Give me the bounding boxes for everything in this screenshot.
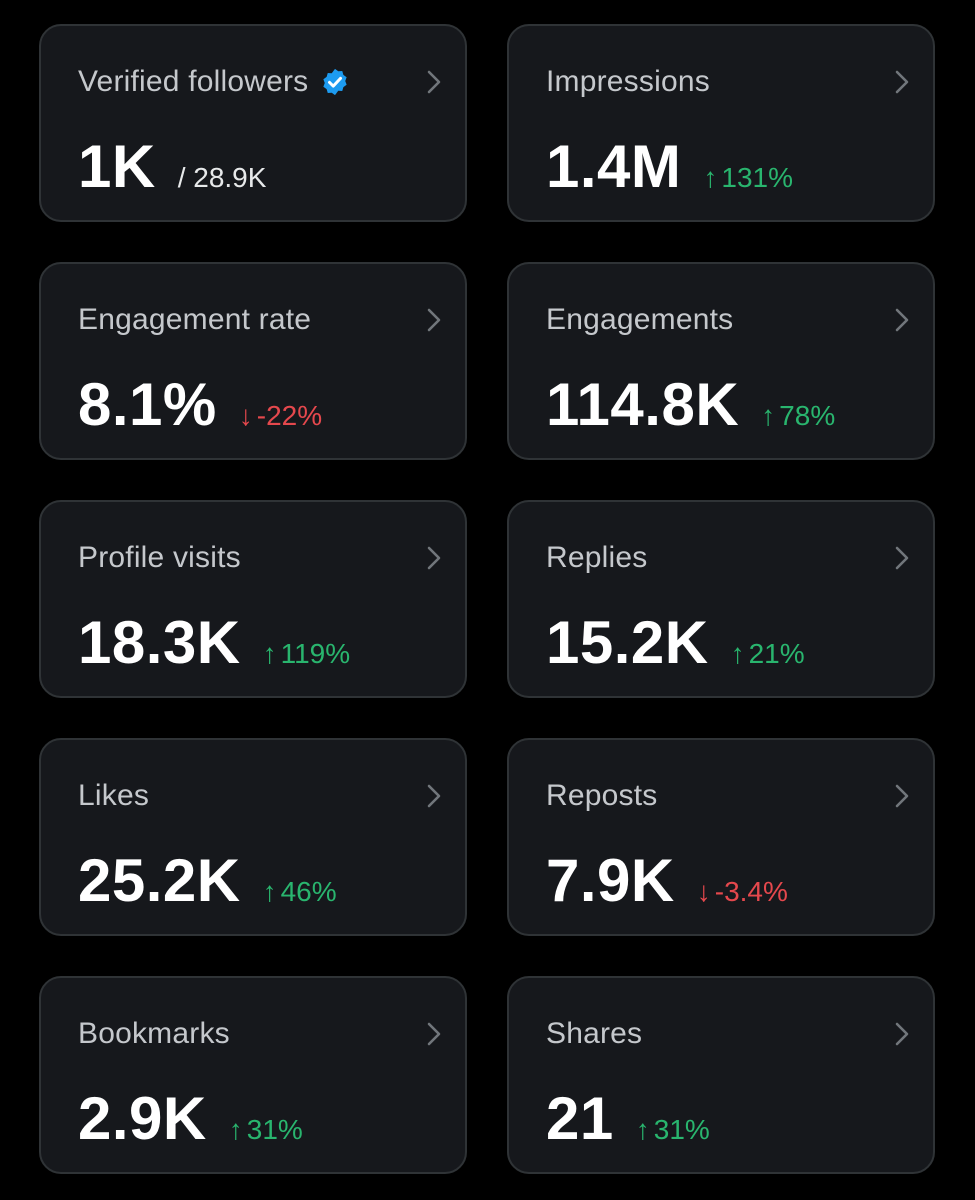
chevron-right-icon[interactable] — [891, 1020, 913, 1048]
card-title: Profile visits — [78, 541, 241, 574]
arrow-up-icon: ↑ — [262, 876, 277, 907]
delta-value: 31% — [653, 1114, 710, 1145]
delta-badge: ↓ -3.4% — [697, 876, 788, 908]
value-row: 7.9K ↓ -3.4% — [546, 848, 788, 914]
delta-badge: ↑ 31% — [229, 1114, 303, 1146]
card-bookmarks[interactable]: Bookmarks 2.9K ↑ 31% — [39, 976, 467, 1174]
metric-value: 1K — [78, 133, 156, 200]
metric-value: 25.2K — [78, 847, 241, 914]
delta-badge: ↑ 131% — [703, 162, 793, 194]
card-title: Engagements — [546, 303, 734, 336]
chevron-right-icon[interactable] — [423, 68, 445, 96]
metric-value: 7.9K — [546, 847, 675, 914]
chevron-right-icon[interactable] — [423, 782, 445, 810]
delta-badge: ↑ 119% — [263, 638, 351, 670]
card-title: Bookmarks — [78, 1017, 230, 1050]
delta-badge: ↑ 21% — [731, 638, 805, 670]
delta-value: 21% — [748, 638, 805, 669]
card-title: Reposts — [546, 779, 658, 812]
metric-value: 8.1% — [78, 371, 217, 438]
card-title: Likes — [78, 779, 150, 812]
delta-value: 78% — [779, 400, 836, 431]
delta-badge: ↑ 31% — [636, 1114, 710, 1146]
chevron-right-icon[interactable] — [891, 782, 913, 810]
delta-value: -22% — [256, 400, 323, 431]
delta-badge: ↓ -22% — [239, 400, 322, 432]
metric-total: / 28.9K — [177, 162, 267, 193]
arrow-up-icon: ↑ — [703, 162, 718, 193]
card-engagements[interactable]: Engagements 114.8K ↑ 78% — [507, 262, 935, 460]
value-row: 8.1% ↓ -22% — [78, 372, 322, 438]
metric-value: 2.9K — [78, 1085, 207, 1152]
chevron-right-icon[interactable] — [423, 544, 445, 572]
card-shares[interactable]: Shares 21 ↑ 31% — [507, 976, 935, 1174]
delta-value: -3.4% — [714, 876, 788, 907]
delta-value: 131% — [721, 162, 794, 193]
card-title: Shares — [546, 1017, 643, 1050]
metric-value: 21 — [546, 1085, 614, 1152]
card-title: Verified followers — [78, 65, 309, 98]
value-row: 114.8K ↑ 78% — [546, 372, 835, 438]
value-row: 15.2K ↑ 21% — [546, 610, 805, 676]
value-row: 2.9K ↑ 31% — [78, 1086, 303, 1152]
arrow-up-icon: ↑ — [730, 638, 745, 669]
chevron-right-icon[interactable] — [891, 306, 913, 334]
arrow-up-icon: ↑ — [228, 1114, 243, 1145]
metric-value: 18.3K — [78, 609, 241, 676]
card-title: Replies — [546, 541, 648, 574]
value-row: 25.2K ↑ 46% — [78, 848, 337, 914]
metric-value: 15.2K — [546, 609, 709, 676]
value-row: 18.3K ↑ 119% — [78, 610, 350, 676]
metric-value: 114.8K — [546, 371, 740, 438]
arrow-up-icon: ↑ — [635, 1114, 650, 1145]
delta-value: 119% — [280, 638, 351, 669]
chevron-right-icon[interactable] — [423, 1020, 445, 1048]
delta-value: 31% — [246, 1114, 303, 1145]
metric-value: 1.4M — [546, 133, 682, 200]
card-title: Impressions — [546, 65, 710, 98]
value-row: 1K / 28.9K — [78, 134, 266, 200]
card-title: Engagement rate — [78, 303, 312, 336]
delta-value: 46% — [280, 876, 337, 907]
chevron-right-icon[interactable] — [423, 306, 445, 334]
value-row: 21 ↑ 31% — [546, 1086, 710, 1152]
arrow-up-icon: ↑ — [761, 400, 776, 431]
card-replies[interactable]: Replies 15.2K ↑ 21% — [507, 500, 935, 698]
card-engagement-rate[interactable]: Engagement rate 8.1% ↓ -22% — [39, 262, 467, 460]
card-verified-followers[interactable]: Verified followers 1K / 28.9K — [39, 24, 467, 222]
arrow-up-icon: ↑ — [262, 638, 277, 669]
card-profile-visits[interactable]: Profile visits 18.3K ↑ 119% — [39, 500, 467, 698]
card-impressions[interactable]: Impressions 1.4M ↑ 131% — [507, 24, 935, 222]
delta-badge: ↑ 78% — [761, 400, 835, 432]
chevron-right-icon[interactable] — [891, 544, 913, 572]
card-reposts[interactable]: Reposts 7.9K ↓ -3.4% — [507, 738, 935, 936]
card-likes[interactable]: Likes 25.2K ↑ 46% — [39, 738, 467, 936]
arrow-down-icon: ↓ — [238, 400, 253, 431]
value-row: 1.4M ↑ 131% — [546, 134, 793, 200]
arrow-down-icon: ↓ — [696, 876, 711, 907]
verified-badge-icon — [323, 68, 347, 96]
card-title-wrap: Verified followers — [78, 64, 350, 100]
delta-badge: ↑ 46% — [263, 876, 337, 908]
chevron-right-icon[interactable] — [891, 68, 913, 96]
